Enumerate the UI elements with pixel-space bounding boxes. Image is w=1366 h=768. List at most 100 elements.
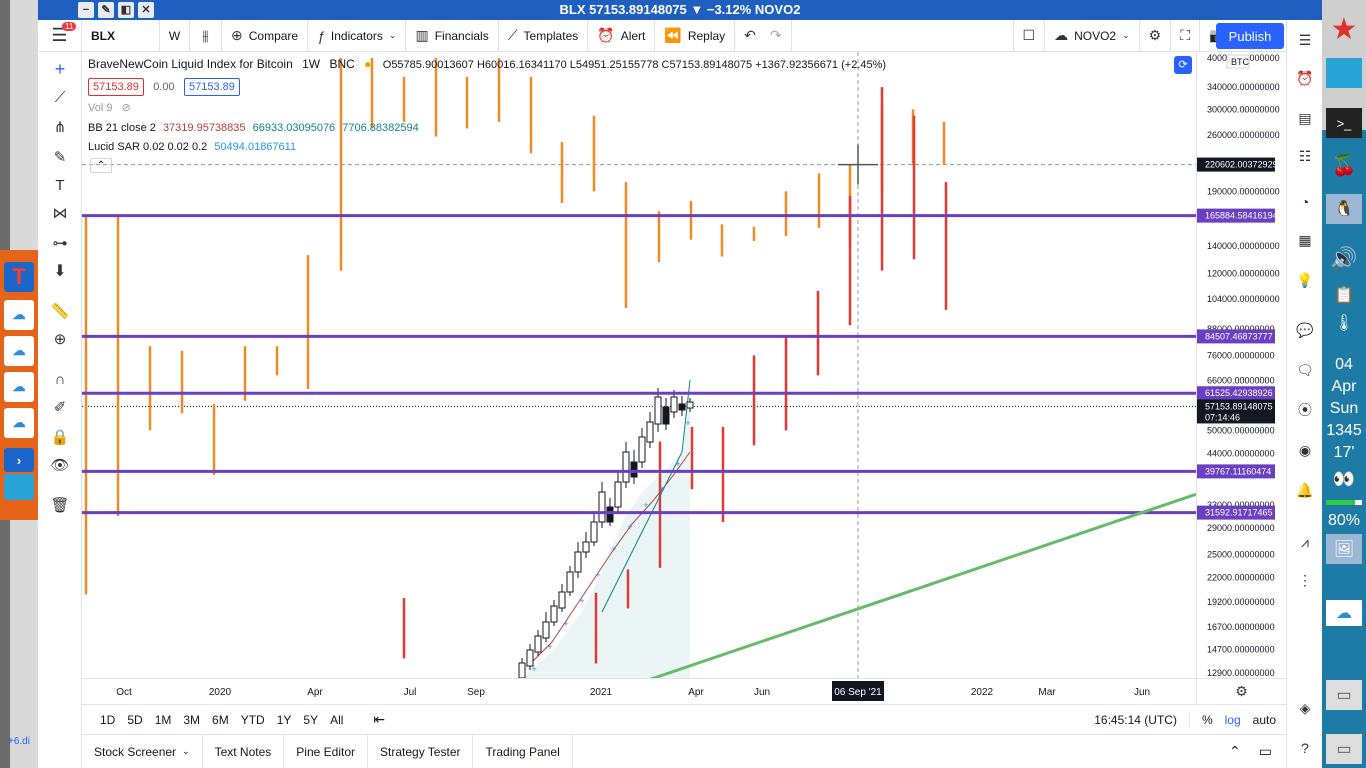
notifications-icon[interactable]: 🔔 [1296,481,1314,498]
eyes-icon[interactable]: 👀 [1332,468,1356,489]
cloud-app-icon[interactable]: ☁ [4,300,34,330]
drive-icon[interactable]: ▭ [1326,680,1362,710]
select-layout-checkbox[interactable]: ☐ [1012,19,1046,52]
publish-button[interactable]: Publish [1216,23,1284,49]
eye-hidden-icon[interactable]: ⊘ [121,102,131,114]
interval-button[interactable]: W [160,19,190,52]
range-1y[interactable]: 1Y [276,712,292,727]
redo-icon[interactable]: ↷ [769,27,782,43]
trend-line-tool-icon[interactable]: ⟋ [54,88,66,106]
minimize-button[interactable]: − [78,2,94,18]
hotlist-icon[interactable]: ☷ [1298,147,1312,164]
window-app-icon[interactable] [4,474,34,500]
text-app-icon[interactable]: T [4,262,34,292]
compare-button[interactable]: ⊕ Compare [222,19,309,52]
cloud-app-icon[interactable]: ☁ [4,408,34,438]
chat-icon[interactable]: 💬 [1296,321,1314,338]
chart-pane[interactable]: + + + + + + + + + + + [82,52,1196,678]
range-5d[interactable]: 5D [127,712,143,727]
templates-button[interactable]: ⟋ Templates [499,19,589,52]
pin-button[interactable]: ✎ [98,2,114,18]
order-panel-icon[interactable]: ⩘ [1301,533,1309,550]
brush-tool-icon[interactable]: ✎ [53,149,67,166]
tab-pine-editor[interactable]: Pine Editor [284,734,368,768]
percent-toggle[interactable]: % [1201,712,1213,727]
undo-icon[interactable]: ↶ [744,27,756,43]
range-6m[interactable]: 6M [212,712,229,727]
layers-icon[interactable]: ◈ [1299,699,1311,716]
auto-toggle[interactable]: auto [1252,712,1276,727]
weather-icon[interactable]: 🌡 [1333,315,1355,332]
broadcast-icon[interactable]: ◉ [1298,441,1312,458]
utc-clock[interactable]: 16:45:14 (UTC) [1088,712,1190,727]
price-axis[interactable]: 400000.00000000340000.00000000300000.000… [1196,52,1286,678]
stay-in-drawing-icon[interactable]: ✐ [53,399,67,416]
app-icon[interactable]: 🖼 [1326,534,1362,564]
cloud-app-icon[interactable]: ☁ [1326,600,1362,626]
magnet-icon[interactable]: ∩ [54,370,66,388]
ideas-icon[interactable]: 💡 [1296,271,1314,288]
range-1d[interactable]: 1D [100,712,116,727]
cloud-app-icon[interactable]: ☁ [4,372,34,402]
clipboard-icon[interactable]: 📋 [1334,287,1354,304]
financials-button[interactable]: ▥ Financials [406,19,499,52]
arrow-down-icon[interactable]: ⬇ [53,263,67,280]
range-ytd[interactable]: YTD [240,712,265,727]
layout-name-button[interactable]: ☁ NOVO2 ⌄ [1045,19,1140,52]
sell-price-button[interactable]: 57153.89 [88,78,144,96]
tab-text-notes[interactable]: Text Notes [203,734,285,768]
collapse-legend-button[interactable]: ⌃ [90,158,112,173]
dom-icon[interactable]: ⋮ [1298,571,1312,588]
speaker-icon[interactable]: 🔊 [1330,246,1358,271]
alert-button[interactable]: ⏰ Alert [588,19,656,52]
indicators-button[interactable]: ƒ Indicators ⌄ [308,19,407,52]
calendar-icon[interactable]: ▦ [1298,231,1312,248]
fullscreen-button[interactable]: ⛶ [1171,19,1200,52]
range-5y[interactable]: 5Y [303,712,319,727]
range-3m[interactable]: 3M [183,712,201,727]
star-icon[interactable]: ★ [1330,12,1358,46]
terminal-icon[interactable]: >_ [1326,108,1362,138]
lock-icon[interactable]: 🔒 [50,429,70,446]
axis-settings-button[interactable]: ⚙ [1196,678,1286,704]
ruler-tool-icon[interactable]: 📏 [50,303,70,320]
crosshair-tool-icon[interactable]: + [54,58,66,79]
chart-type-button[interactable]: ⫵ [190,19,222,52]
time-axis[interactable]: Oct 2020 Apr Jul Sep 2021 Apr Jun 2022 Mar Jun 06 S… [82,678,1196,704]
tab-strategy-tester[interactable]: Strategy Tester [368,734,474,768]
help-icon[interactable]: ? [1301,740,1309,756]
refresh-icon[interactable]: ⟳ [1174,56,1192,74]
maximize-button[interactable]: ◧ [118,2,134,18]
alarm-clock-icon[interactable]: ⏰ [1296,69,1314,86]
symbol-search-button[interactable]: BLX [82,19,160,52]
tab-stock-screener[interactable]: Stock Screener ⌄ [82,734,203,768]
maximize-panel-icon[interactable]: ▭ [1258,743,1272,759]
date-range-icon[interactable]: ⇤ [373,711,386,727]
zoom-in-icon[interactable]: ⊕ [53,331,67,348]
messages-icon[interactable]: 🗨 [1296,361,1314,378]
collapse-panel-icon[interactable]: ⌃ [1229,743,1241,759]
tab-trading-panel[interactable]: Trading Panel [473,734,573,768]
chart-canvas[interactable]: + + + + + + + + + + + [82,52,1196,678]
cherries-icon[interactable]: 🍒 [1331,154,1357,177]
replay-button[interactable]: ⏪ Replay [655,19,736,52]
calendar-clock-icon[interactable]: ◔ [1300,194,1310,210]
pattern-tool-icon[interactable]: ⋈ [52,205,68,222]
watchlist-icon[interactable]: ☰ [1298,31,1312,48]
chevron-right-icon[interactable]: › [4,448,34,472]
cloud-app-icon[interactable]: ☁ [4,336,34,366]
measure-tool-icon[interactable]: ⊶ [52,235,68,252]
menu-button[interactable]: ☰ 11 [38,19,82,52]
drive-icon[interactable]: ▭ [1326,734,1362,764]
buy-price-button[interactable]: 57153.89 [184,78,240,96]
avatar-icon[interactable]: 🐧 [1326,194,1362,224]
range-all[interactable]: All [330,712,344,727]
range-1m[interactable]: 1M [154,712,172,727]
close-button[interactable]: ✕ [138,2,154,18]
streams-icon[interactable]: ⦿ [1298,402,1312,418]
window-app-icon[interactable] [1326,58,1362,88]
text-tool-icon[interactable]: T [55,176,65,194]
eye-icon[interactable]: 👁 [50,457,70,474]
data-window-icon[interactable]: ▤ [1298,109,1312,126]
settings-button[interactable]: ⚙ [1140,19,1172,52]
